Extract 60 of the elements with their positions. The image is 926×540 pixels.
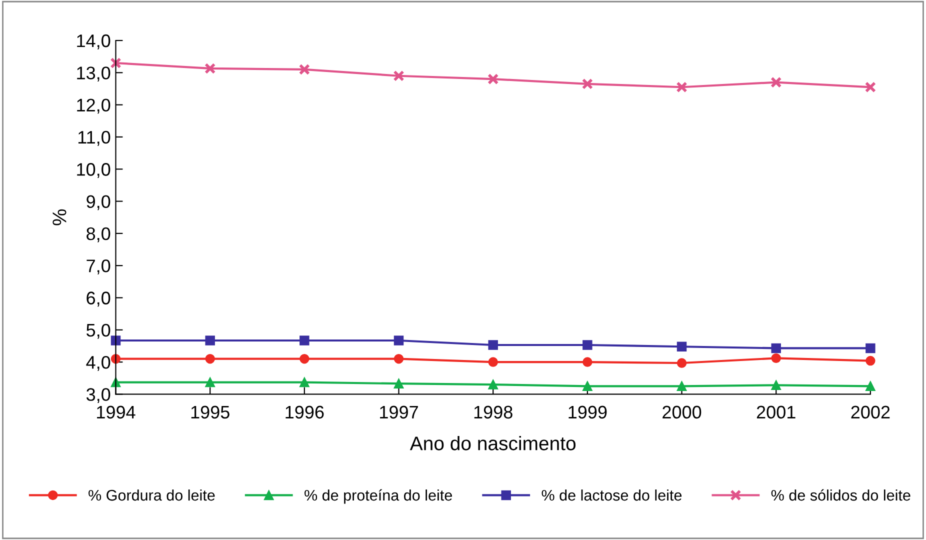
- y-tick-label: 3,0: [86, 388, 110, 404]
- point: [488, 357, 498, 367]
- y-tick-label: 12,0: [77, 98, 110, 114]
- point: [582, 381, 592, 392]
- y-tick-label: 4,0: [86, 356, 110, 371]
- point: [300, 354, 310, 364]
- point: [205, 354, 215, 364]
- point: [110, 57, 122, 69]
- point: [204, 62, 216, 74]
- x-tick-label: 1999: [568, 406, 607, 419]
- y-tick-label: 14,0: [77, 34, 110, 50]
- point: [676, 342, 687, 352]
- x-tick-label: 1994: [97, 406, 136, 419]
- point: [394, 354, 404, 364]
- point: [300, 336, 310, 346]
- point: [205, 377, 215, 388]
- legend-label: % de proteína do leite: [304, 489, 452, 504]
- point: [205, 336, 215, 346]
- x-tick-label: 2002: [851, 406, 890, 419]
- point: [394, 336, 404, 346]
- x-tick-label: 1995: [191, 406, 230, 419]
- point: [771, 380, 781, 390]
- point: [771, 343, 781, 354]
- legend-label: % Gordura do leite: [88, 489, 215, 501]
- point: [770, 76, 782, 88]
- x-tick-label: 1996: [286, 406, 324, 419]
- point: [676, 82, 688, 93]
- x-tick-label: 1998: [474, 406, 512, 419]
- point: [488, 340, 498, 350]
- point: [298, 64, 310, 75]
- point: [488, 380, 498, 390]
- legend-label: % de lactose do leite: [542, 489, 682, 501]
- point: [488, 74, 499, 85]
- point: [676, 381, 687, 392]
- y-tick-label: 11,0: [78, 130, 110, 146]
- point: [582, 357, 592, 367]
- point: [866, 356, 876, 366]
- point: [864, 82, 876, 93]
- y-axis-title: %: [52, 209, 66, 226]
- y-tick-label: 8,0: [86, 227, 110, 242]
- point: [582, 78, 593, 90]
- point: [394, 378, 404, 388]
- y-tick-label: 13,0: [77, 66, 110, 82]
- y-tick-label: 9,0: [86, 195, 110, 210]
- point: [771, 353, 781, 364]
- point: [393, 70, 404, 82]
- legend-label: % de sólidos do leite: [771, 489, 910, 501]
- x-tick-label: 1997: [380, 406, 418, 419]
- y-tick-label: 5,0: [86, 324, 110, 339]
- x-tick-label: 2001: [756, 406, 796, 419]
- y-tick-label: 10,0: [77, 163, 110, 178]
- point: [676, 358, 687, 368]
- y-tick-label: 7,0: [86, 260, 110, 274]
- x-tick-label: 2000: [662, 406, 702, 419]
- point: [582, 340, 592, 350]
- point: [866, 343, 876, 354]
- point: [866, 381, 876, 392]
- y-tick-label: 6,0: [86, 292, 110, 307]
- point: [300, 377, 310, 388]
- x-axis-title: Ano do nascimento: [410, 436, 576, 450]
